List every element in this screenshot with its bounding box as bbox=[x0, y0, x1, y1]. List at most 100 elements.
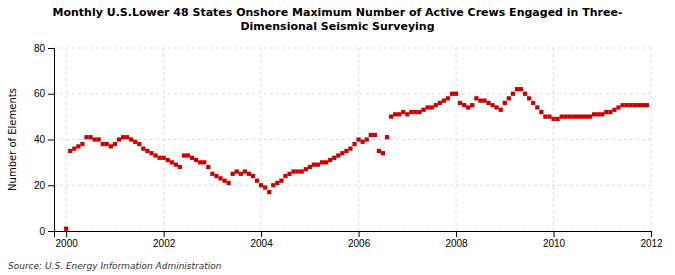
chart-container: Monthly U.S.Lower 48 States Onshore Maxi… bbox=[0, 0, 675, 275]
point bbox=[580, 115, 584, 119]
y-tick: 80 bbox=[34, 43, 54, 54]
point bbox=[450, 92, 454, 96]
point bbox=[145, 149, 149, 153]
x-axis: 2000200220042006200820102012 bbox=[55, 231, 664, 249]
y-axis-line bbox=[48, 49, 55, 232]
point bbox=[442, 98, 446, 102]
point bbox=[486, 101, 490, 105]
x-tick-mark bbox=[651, 231, 652, 237]
point bbox=[352, 142, 356, 146]
point bbox=[612, 108, 616, 112]
point bbox=[523, 92, 527, 96]
y-tick-label: 60 bbox=[34, 88, 46, 99]
point bbox=[157, 156, 161, 160]
point bbox=[511, 92, 515, 96]
point bbox=[543, 115, 547, 119]
point bbox=[84, 135, 88, 139]
y-tick-label: 80 bbox=[34, 43, 46, 54]
point bbox=[438, 101, 442, 105]
point bbox=[332, 156, 336, 160]
point bbox=[434, 103, 438, 107]
y-tick: 20 bbox=[34, 180, 54, 191]
point bbox=[72, 147, 76, 151]
x-tick-label: 2000 bbox=[56, 238, 79, 249]
point bbox=[547, 115, 551, 119]
grid-line-x bbox=[66, 48, 67, 231]
point bbox=[218, 176, 222, 180]
chart-title-line: Dimensional Seismic Surveying bbox=[240, 20, 434, 33]
point bbox=[641, 103, 645, 107]
grid-line-x bbox=[553, 48, 554, 231]
point bbox=[490, 103, 494, 107]
x-axis-line bbox=[55, 232, 652, 238]
point bbox=[430, 105, 434, 109]
point bbox=[377, 149, 381, 153]
point bbox=[101, 142, 105, 146]
x-tick-label: 2010 bbox=[543, 238, 566, 249]
point bbox=[287, 172, 291, 176]
y-tick-mark bbox=[48, 48, 54, 49]
point bbox=[417, 110, 421, 114]
x-tick: 2010 bbox=[543, 231, 566, 249]
point bbox=[389, 115, 393, 119]
point bbox=[466, 105, 470, 109]
point bbox=[97, 137, 101, 141]
point bbox=[300, 169, 304, 173]
point bbox=[239, 172, 243, 176]
y-tick-mark bbox=[48, 94, 54, 95]
point bbox=[340, 151, 344, 155]
point bbox=[608, 110, 612, 114]
point bbox=[80, 142, 84, 146]
point bbox=[292, 169, 296, 173]
y-tick-mark bbox=[48, 185, 54, 186]
point bbox=[470, 103, 474, 107]
point bbox=[344, 149, 348, 153]
point bbox=[316, 163, 320, 167]
point bbox=[336, 153, 340, 157]
point bbox=[105, 142, 109, 146]
grid-line-x bbox=[651, 48, 652, 231]
point bbox=[255, 179, 259, 183]
y-axis: 0 20 40 60 80 bbox=[34, 43, 55, 237]
chart-title: Monthly U.S.Lower 48 States Onshore Maxi… bbox=[53, 6, 623, 33]
point bbox=[421, 108, 425, 112]
source-note: Source: U.S. Energy Information Administ… bbox=[8, 261, 222, 271]
point bbox=[312, 163, 316, 167]
x-tick-mark bbox=[164, 231, 165, 237]
point bbox=[454, 92, 458, 96]
point bbox=[137, 142, 141, 146]
point bbox=[92, 137, 96, 141]
point bbox=[235, 169, 239, 173]
x-tick-mark bbox=[554, 231, 555, 237]
point bbox=[482, 98, 486, 102]
point bbox=[446, 96, 450, 100]
point bbox=[478, 98, 482, 102]
point bbox=[560, 115, 564, 119]
point bbox=[397, 112, 401, 116]
x-tick-label: 2004 bbox=[250, 238, 273, 249]
x-tick-mark bbox=[66, 231, 67, 237]
point bbox=[198, 160, 202, 164]
x-tick-mark bbox=[261, 231, 262, 237]
point bbox=[426, 105, 430, 109]
point bbox=[348, 147, 352, 151]
grid-line-y bbox=[54, 93, 651, 94]
point bbox=[531, 101, 535, 105]
x-tick: 2000 bbox=[56, 231, 79, 249]
point bbox=[259, 183, 263, 187]
point bbox=[113, 142, 117, 146]
point bbox=[247, 172, 251, 176]
point bbox=[596, 112, 600, 116]
point bbox=[178, 165, 182, 169]
y-tick: 40 bbox=[34, 134, 54, 145]
point bbox=[279, 179, 283, 183]
point bbox=[129, 137, 133, 141]
point bbox=[629, 103, 633, 107]
point bbox=[121, 135, 125, 139]
y-tick-label: 0 bbox=[39, 226, 45, 237]
x-tick-label: 2002 bbox=[153, 238, 176, 249]
point bbox=[117, 137, 121, 141]
point bbox=[413, 110, 417, 114]
point bbox=[324, 160, 328, 164]
point bbox=[304, 167, 308, 171]
